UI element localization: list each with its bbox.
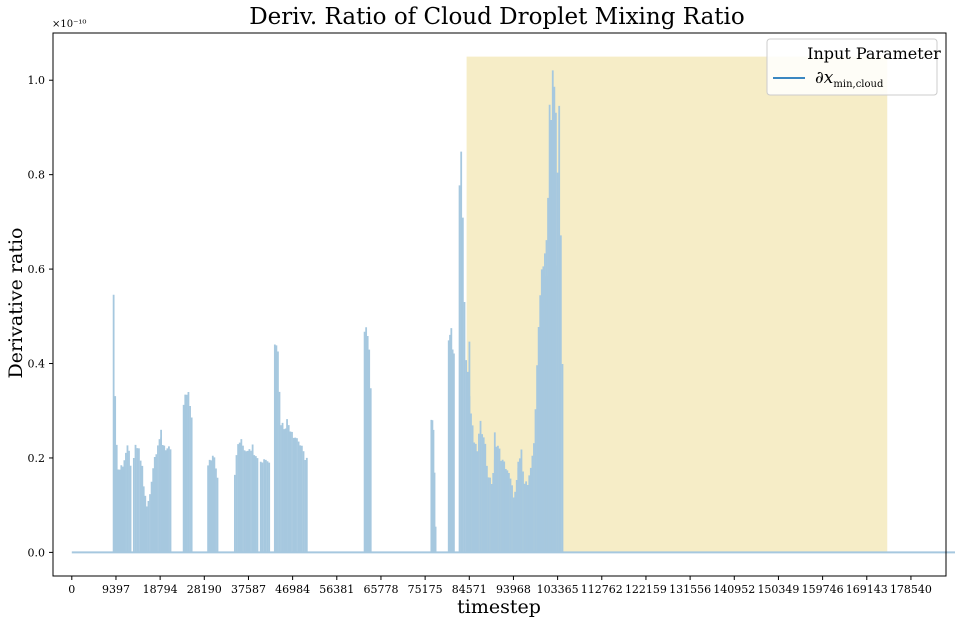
x-tick-label: 56381: [319, 583, 354, 596]
y-axis-label: Derivative ratio: [5, 228, 27, 379]
series-burst: [430, 419, 437, 553]
x-tick-label: 112762: [581, 583, 623, 596]
x-tick-label: 84571: [452, 583, 487, 596]
series-burst: [493, 432, 520, 553]
x-tick-label: 122159: [625, 583, 667, 596]
legend: Input Parameter ∂xmin,cloud: [766, 38, 941, 96]
series-burst: [132, 444, 144, 553]
x-tick-label: 131556: [669, 583, 711, 596]
series-burst: [545, 70, 557, 553]
plot-frame: [52, 32, 947, 577]
x-tick-label: 93968: [496, 583, 531, 596]
y-tick-label: 0.8: [28, 169, 46, 182]
x-tick-label: 28190: [187, 583, 222, 596]
series-burst: [207, 455, 219, 553]
series-burst: [259, 459, 271, 553]
x-tick-label: 169143: [846, 583, 888, 596]
legend-label-subscript: min,cloud: [833, 79, 884, 90]
legend-box: [766, 38, 938, 96]
series-burst: [447, 328, 455, 553]
x-axis-label: timestep: [457, 596, 541, 618]
plot-area: [71, 56, 955, 554]
chart-title: Deriv. Ratio of Cloud Droplet Mixing Rat…: [249, 4, 745, 30]
x-tick-label: 37587: [231, 583, 266, 596]
series-burst: [363, 327, 372, 553]
x-tick-label: 75175: [408, 583, 443, 596]
y-tick-label: 0.0: [28, 546, 46, 559]
x-tick-label: 0: [68, 583, 75, 596]
series-burst: [233, 439, 259, 553]
legend-title: Input Parameter: [807, 44, 941, 63]
y-tick-label: 0.6: [28, 263, 46, 276]
x-tick-label: 159746: [802, 583, 844, 596]
x-tick-label: 46984: [275, 583, 310, 596]
x-tick-label: 18794: [143, 583, 178, 596]
legend-label-main: ∂x: [815, 68, 834, 88]
x-tick-label: 9397: [102, 583, 130, 596]
x-tick-label: 65778: [363, 583, 398, 596]
y-tick-label: 0.4: [28, 358, 46, 371]
legend-label: ∂xmin,cloud: [815, 68, 884, 90]
x-tick-label: 140952: [713, 583, 755, 596]
x-tick-label: 178540: [890, 583, 932, 596]
series-burst: [555, 105, 564, 553]
series-burst: [286, 419, 308, 553]
series-burst: [182, 391, 193, 553]
x-tick-label: 150349: [757, 583, 799, 596]
x-tick-label: 103365: [537, 583, 579, 596]
series-burst: [160, 437, 172, 553]
y-tick-label: 1.0: [28, 74, 46, 87]
y-tick-label: 0.2: [28, 452, 46, 465]
series-burst: [458, 151, 471, 553]
y-offset-label: ×10⁻¹⁰: [52, 19, 86, 30]
y-axis: 0.0 0.2 0.4 0.6 0.8 1.0: [28, 74, 53, 559]
x-axis: 0 9397 18794 28190 37587 46984 56381 65778 75175…: [68, 576, 932, 596]
series-burst: [273, 344, 287, 553]
series-burst: [112, 294, 132, 553]
